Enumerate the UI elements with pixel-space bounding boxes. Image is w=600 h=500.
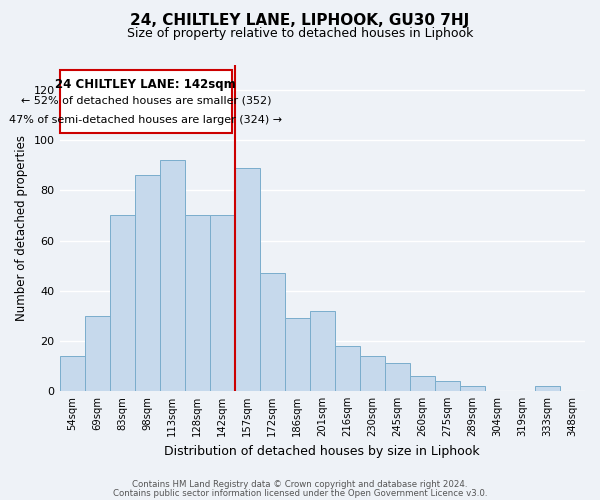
Bar bbox=[209, 216, 235, 391]
Bar bbox=[185, 216, 209, 391]
Bar bbox=[260, 273, 285, 391]
Text: 24 CHILTLEY LANE: 142sqm: 24 CHILTLEY LANE: 142sqm bbox=[55, 78, 236, 90]
Bar bbox=[335, 346, 360, 391]
Bar bbox=[310, 310, 335, 391]
Bar bbox=[59, 356, 85, 391]
FancyBboxPatch shape bbox=[59, 70, 232, 132]
Bar bbox=[134, 176, 160, 391]
Text: Contains public sector information licensed under the Open Government Licence v3: Contains public sector information licen… bbox=[113, 490, 487, 498]
Y-axis label: Number of detached properties: Number of detached properties bbox=[15, 135, 28, 321]
Text: ← 52% of detached houses are smaller (352): ← 52% of detached houses are smaller (35… bbox=[20, 95, 271, 105]
Text: Contains HM Land Registry data © Crown copyright and database right 2024.: Contains HM Land Registry data © Crown c… bbox=[132, 480, 468, 489]
Text: 47% of semi-detached houses are larger (324) →: 47% of semi-detached houses are larger (… bbox=[10, 115, 283, 125]
Bar bbox=[535, 386, 560, 391]
Bar bbox=[235, 168, 260, 391]
Bar bbox=[360, 356, 385, 391]
Bar bbox=[385, 364, 410, 391]
Bar bbox=[85, 316, 110, 391]
Bar bbox=[285, 318, 310, 391]
X-axis label: Distribution of detached houses by size in Liphook: Distribution of detached houses by size … bbox=[164, 444, 480, 458]
Text: 24, CHILTLEY LANE, LIPHOOK, GU30 7HJ: 24, CHILTLEY LANE, LIPHOOK, GU30 7HJ bbox=[130, 12, 470, 28]
Bar bbox=[110, 216, 134, 391]
Bar bbox=[460, 386, 485, 391]
Bar bbox=[160, 160, 185, 391]
Text: Size of property relative to detached houses in Liphook: Size of property relative to detached ho… bbox=[127, 28, 473, 40]
Bar bbox=[435, 381, 460, 391]
Bar bbox=[410, 376, 435, 391]
